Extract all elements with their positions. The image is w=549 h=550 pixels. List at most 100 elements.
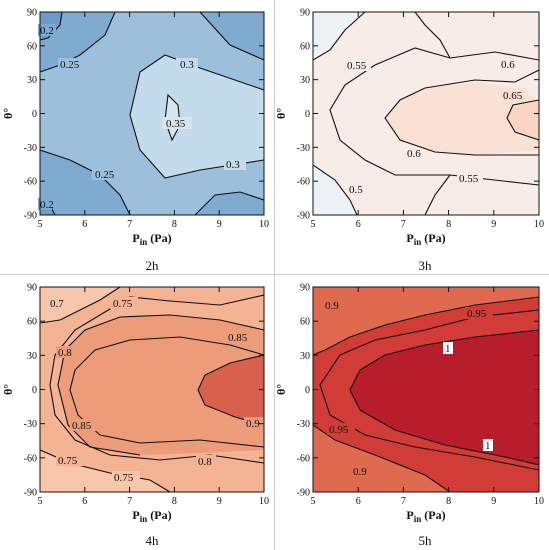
y-tick-label: -60 bbox=[24, 453, 37, 464]
contour-chart-3h: 0.55 0.6 0.65 0.6 0.5 0.55 5 6 7 8 9 10 -90 -60… bbox=[274, 8, 544, 248]
x-tick-label: 9 bbox=[217, 496, 222, 507]
y-axis-label: θ° bbox=[1, 108, 15, 119]
x-tick-label: 6 bbox=[82, 219, 87, 230]
contour-line-0.65 bbox=[506, 99, 539, 141]
contour-labels-3h: 0.55 0.6 0.65 0.6 0.5 0.55 bbox=[345, 59, 527, 196]
y-tick-label: 30 bbox=[27, 75, 37, 86]
contour-label: 0.2 bbox=[40, 199, 54, 211]
contour-fill-region-4 bbox=[507, 100, 539, 140]
x-tick-label: 5 bbox=[311, 496, 316, 507]
contour-line-0.55 bbox=[329, 47, 539, 186]
x-axis-label: Pin (Pa) bbox=[132, 231, 171, 247]
y-tick-label: 0 bbox=[305, 109, 310, 120]
contour-labels-2h: 0.2 0.25 0.3 0.35 0.3 0.25 0.2 bbox=[38, 24, 246, 211]
contour-label: 0.95 bbox=[467, 308, 487, 320]
contour-fill-region-2 bbox=[40, 287, 120, 323]
contour-label: 0.85 bbox=[72, 420, 92, 432]
contour-line-0.55-dip bbox=[414, 12, 451, 59]
x-tick-label: 8 bbox=[172, 219, 177, 230]
contour-label: 0.85 bbox=[228, 332, 248, 344]
y-tick-label: 60 bbox=[300, 317, 310, 328]
contour-labels-5h: 0.9 0.95 1 0.95 1 0.9 bbox=[323, 299, 493, 478]
x-tick-label: 8 bbox=[172, 496, 177, 507]
contour-label: 0.8 bbox=[58, 347, 72, 359]
y-tick-label: 0 bbox=[32, 385, 37, 396]
contour-line-0.8 bbox=[57, 314, 264, 456]
contour-label: 0.3 bbox=[226, 159, 240, 171]
contour-line-0.9-top bbox=[313, 296, 539, 356]
contour-fill-region-4 bbox=[198, 355, 264, 425]
contour-label: 0.8 bbox=[198, 456, 212, 468]
y-tick-label: -60 bbox=[24, 177, 37, 188]
contour-label: 1 bbox=[445, 343, 451, 355]
contour-label: 0.25 bbox=[95, 169, 115, 181]
x-tick-label: 7 bbox=[401, 219, 406, 230]
contour-label: 0.55 bbox=[347, 60, 367, 72]
panel-caption: 2h bbox=[145, 258, 159, 273]
axes-2h: 5 6 7 8 9 10 -90 -60 -30 0 30 60 90 Pin (Pa) θ° bbox=[1, 8, 269, 248]
x-tick-label: 7 bbox=[401, 496, 406, 507]
contour-label: 0.35 bbox=[166, 118, 186, 130]
contour-line-1 bbox=[349, 329, 539, 466]
y-tick-label: -60 bbox=[297, 453, 310, 464]
y-tick-label: 60 bbox=[27, 317, 37, 328]
contour-line-0.55-bottom-dip bbox=[424, 174, 451, 215]
contour-label: 0.9 bbox=[353, 466, 367, 478]
contour-label: 0.9 bbox=[325, 300, 339, 312]
contour-fill-region-2 bbox=[313, 425, 450, 492]
x-axis-label: Pin (Pa) bbox=[406, 508, 445, 524]
contour-label: 0.25 bbox=[60, 59, 80, 71]
contour-label: 0.9 bbox=[246, 418, 260, 430]
contour-labels-4h: 0.7 0.75 0.8 0.85 0.85 0.9 0.75 0.8 0.75 bbox=[48, 297, 264, 484]
x-tick-label: 9 bbox=[217, 219, 222, 230]
x-tick-label: 8 bbox=[446, 219, 451, 230]
contour-line-0.25-top bbox=[40, 12, 116, 73]
y-tick-label: -90 bbox=[297, 211, 310, 222]
y-tick-label: 30 bbox=[27, 351, 37, 362]
y-tick-label: 60 bbox=[27, 41, 37, 52]
y-tick-label: 90 bbox=[27, 283, 37, 294]
y-axis-label: θ° bbox=[275, 108, 288, 119]
contour-label: 0.75 bbox=[114, 472, 134, 484]
y-tick-label: -90 bbox=[297, 488, 310, 499]
contour-line-0.25-right-bottom bbox=[194, 191, 264, 215]
panel-4h: 0.7 0.75 0.8 0.85 0.85 0.9 0.75 0.8 0.75… bbox=[0, 275, 274, 550]
y-tick-label: -30 bbox=[297, 419, 310, 430]
contour-fill-region-3 bbox=[350, 330, 539, 465]
x-tick-label: 5 bbox=[311, 219, 316, 230]
axes-3h: 5 6 7 8 9 10 -90 -60 -30 0 30 60 90 Pin (Pa) θ° bbox=[274, 8, 544, 248]
x-tick-label: 8 bbox=[446, 496, 451, 507]
y-tick-label: -60 bbox=[297, 177, 310, 188]
contour-line-0.9 bbox=[197, 354, 264, 426]
contour-label: 1 bbox=[485, 440, 491, 452]
horizontal-divider bbox=[0, 274, 549, 275]
vertical-divider bbox=[274, 0, 275, 550]
x-tick-label: 10 bbox=[259, 496, 269, 507]
x-tick-label: 9 bbox=[491, 219, 496, 230]
contour-line-0.6 bbox=[384, 69, 539, 156]
contour-label: 0.65 bbox=[503, 90, 523, 102]
contour-line-0.35 bbox=[164, 93, 181, 142]
y-tick-label: 60 bbox=[300, 41, 310, 52]
contour-fill-region-3 bbox=[130, 55, 264, 178]
contour-line-0.75-top bbox=[49, 294, 264, 464]
contour-label: 0.95 bbox=[329, 424, 349, 436]
contour-fill-region-2 bbox=[313, 165, 357, 215]
y-tick-label: -30 bbox=[24, 143, 37, 154]
contour-label: 0.55 bbox=[459, 173, 479, 185]
x-tick-label: 6 bbox=[82, 496, 87, 507]
contour-chart-2h: 0.2 0.25 0.3 0.35 0.3 0.25 0.2 5 6 7 8 9 10 -9… bbox=[1, 8, 269, 248]
contour-label: 0.5 bbox=[349, 184, 363, 196]
panel-2h: 0.2 0.25 0.3 0.35 0.3 0.25 0.2 5 6 7 8 9 10 -9… bbox=[0, 0, 274, 274]
contour-chart-5h: 0.9 0.95 1 0.95 1 0.9 5 6 7 8 9 10 -90 -60 -30 0 3… bbox=[274, 283, 544, 525]
x-axis-label: Pin (Pa) bbox=[132, 508, 171, 524]
contour-line-0.5-bottom bbox=[313, 164, 358, 215]
x-tick-label: 7 bbox=[127, 219, 132, 230]
contour-line-0.85 bbox=[69, 336, 264, 448]
x-tick-label: 5 bbox=[38, 219, 43, 230]
contour-line-0.95 bbox=[319, 309, 539, 471]
axes-5h: 5 6 7 8 9 10 -90 -60 -30 0 30 60 90 Pin (Pa) θ° bbox=[274, 283, 544, 525]
panel-caption: 3h bbox=[418, 258, 432, 273]
contour-label: 0.6 bbox=[407, 148, 421, 160]
contour-fill-region-2 bbox=[40, 150, 130, 215]
